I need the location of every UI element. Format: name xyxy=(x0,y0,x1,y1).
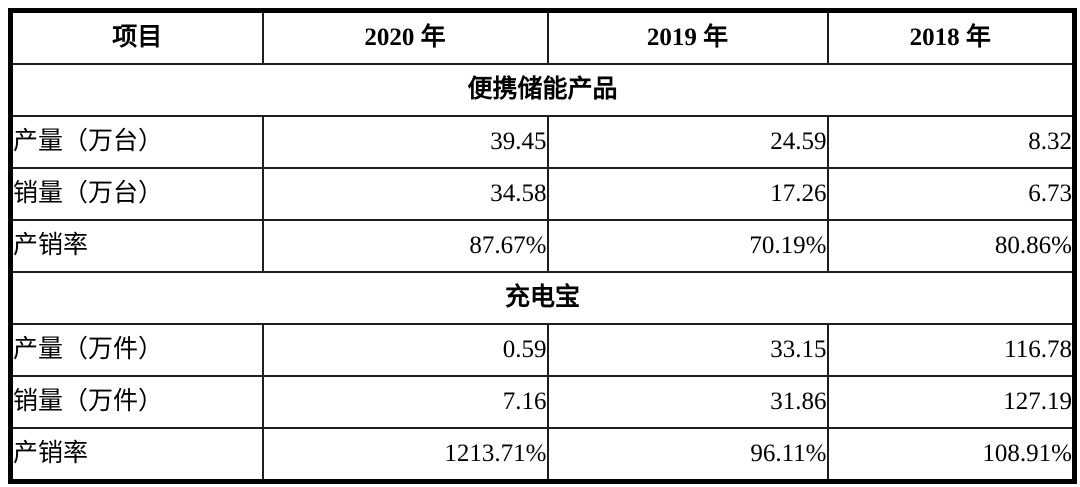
header-cell-2018: 2018 年 xyxy=(826,9,1076,65)
table-row: 产量（万台） 39.45 24.59 8.32 xyxy=(9,115,1076,169)
value-cell-2020: 0.59 xyxy=(261,323,549,377)
row-label-sales-ratio: 产销率 xyxy=(9,219,264,273)
row-label-sales-ratio: 产销率 xyxy=(9,427,264,483)
value-cell-2019: 31.86 xyxy=(546,375,829,429)
section-row-power-bank: 充电宝 xyxy=(9,271,1076,325)
table-row: 销量（万件） 7.16 31.86 127.19 xyxy=(9,375,1076,429)
section-title-portable-storage: 便携储能产品 xyxy=(9,63,1076,117)
row-label-sales-pieces: 销量（万件） xyxy=(9,375,264,429)
row-label-production-pieces: 产量（万件） xyxy=(9,323,264,377)
table-row: 产量（万件） 0.59 33.15 116.78 xyxy=(9,323,1076,377)
value-cell-2018: 8.32 xyxy=(826,115,1076,169)
value-cell-2020: 1213.71% xyxy=(261,427,549,483)
table-row: 产销率 1213.71% 96.11% 108.91% xyxy=(9,427,1076,483)
table-header-row: 项目 2020 年 2019 年 2018 年 xyxy=(9,9,1076,65)
value-cell-2018: 108.91% xyxy=(826,427,1076,483)
value-cell-2018: 6.73 xyxy=(826,167,1076,221)
value-cell-2020: 7.16 xyxy=(261,375,549,429)
value-cell-2020: 34.58 xyxy=(261,167,549,221)
production-sales-table: 项目 2020 年 2019 年 2018 年 便携储能产品 产量（万台） 39… xyxy=(8,8,1077,484)
section-title-power-bank: 充电宝 xyxy=(9,271,1076,325)
header-cell-item: 项目 xyxy=(9,9,264,65)
value-cell-2019: 17.26 xyxy=(546,167,829,221)
header-cell-2019: 2019 年 xyxy=(546,9,829,65)
table-row: 产销率 87.67% 70.19% 80.86% xyxy=(9,219,1076,273)
value-cell-2019: 70.19% xyxy=(546,219,829,273)
value-cell-2019: 33.15 xyxy=(546,323,829,377)
table-row: 销量（万台） 34.58 17.26 6.73 xyxy=(9,167,1076,221)
value-cell-2018: 127.19 xyxy=(826,375,1076,429)
value-cell-2019: 24.59 xyxy=(546,115,829,169)
value-cell-2020: 39.45 xyxy=(261,115,549,169)
value-cell-2019: 96.11% xyxy=(546,427,829,483)
row-label-sales-units: 销量（万台） xyxy=(9,167,264,221)
value-cell-2018: 116.78 xyxy=(826,323,1076,377)
value-cell-2020: 87.67% xyxy=(261,219,549,273)
row-label-production-units: 产量（万台） xyxy=(9,115,264,169)
section-row-portable-storage: 便携储能产品 xyxy=(9,63,1076,117)
value-cell-2018: 80.86% xyxy=(826,219,1076,273)
header-cell-2020: 2020 年 xyxy=(261,9,549,65)
